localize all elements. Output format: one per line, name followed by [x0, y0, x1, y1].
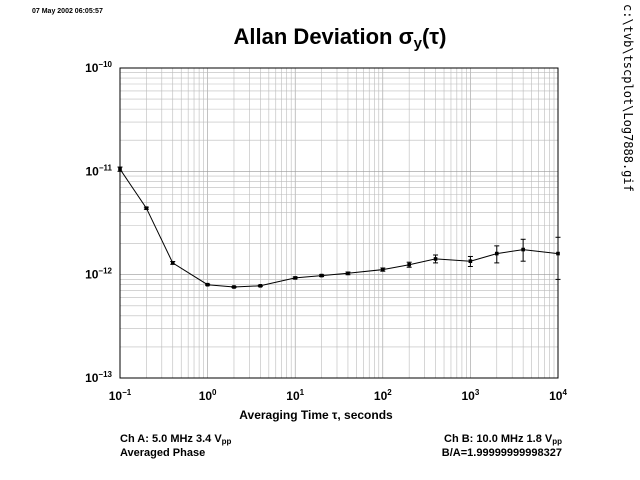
data-point [556, 251, 560, 256]
x-tick-labels: 10−1 100 101 102 103 104 [109, 388, 568, 403]
chart-title: Allan Deviation σy(τ) [234, 24, 447, 52]
x-axis-label: Averaging Time τ, seconds [239, 408, 393, 422]
data-point [521, 247, 525, 252]
y-tick-labels: 10−13 10−12 10−11 10−10 [85, 60, 112, 385]
data-point [494, 251, 499, 256]
data-point [144, 206, 149, 210]
file-path-label: c:\tvb\tscplot\Log7888.gif [621, 4, 635, 192]
plot-frame [119, 67, 559, 379]
channel-a-info: Ch A: 5.0 MHz 3.4 Vpp [120, 433, 231, 446]
channel-b-info: Ch B: 10.0 MHz 1.8 Vpp [444, 433, 562, 446]
channel-b-text: Ch B: 10.0 MHz 1.8 V [444, 433, 553, 445]
data-point [468, 259, 473, 263]
data-point [258, 284, 263, 288]
channel-a-text: Ch A: 5.0 MHz 3.4 V [120, 433, 222, 445]
data-point [118, 167, 122, 171]
ratio-label: B/A=1.99999999998327 [441, 447, 562, 459]
channel-a-unit-sub: pp [221, 437, 232, 446]
y-tick-label: 10−12 [85, 267, 112, 282]
data-point [319, 273, 324, 278]
data-point [293, 276, 297, 280]
grid [119, 68, 558, 379]
x-tick-label: 100 [199, 388, 217, 403]
x-tick-label: 103 [461, 388, 479, 403]
y-tick-label: 10−13 [85, 370, 112, 385]
series-line [119, 168, 559, 288]
y-tick-label: 10−10 [85, 60, 112, 75]
data-point [381, 267, 385, 272]
data-point [433, 257, 438, 261]
data-point [205, 282, 210, 287]
timestamp: 07 May 2002 06:05:57 [32, 8, 103, 15]
x-tick-label: 102 [374, 388, 392, 403]
channel-b-unit-sub: pp [552, 437, 562, 446]
data-point [170, 261, 175, 265]
x-tick-label: 101 [286, 388, 304, 403]
data-point [407, 262, 411, 267]
series [117, 166, 561, 289]
data-point [346, 271, 350, 276]
mode-label: Averaged Phase [120, 447, 206, 459]
x-tick-label: 104 [549, 388, 567, 403]
data-point [232, 285, 236, 289]
y-tick-label: 10−11 [86, 163, 113, 178]
x-tick-label: 10−1 [109, 388, 132, 403]
